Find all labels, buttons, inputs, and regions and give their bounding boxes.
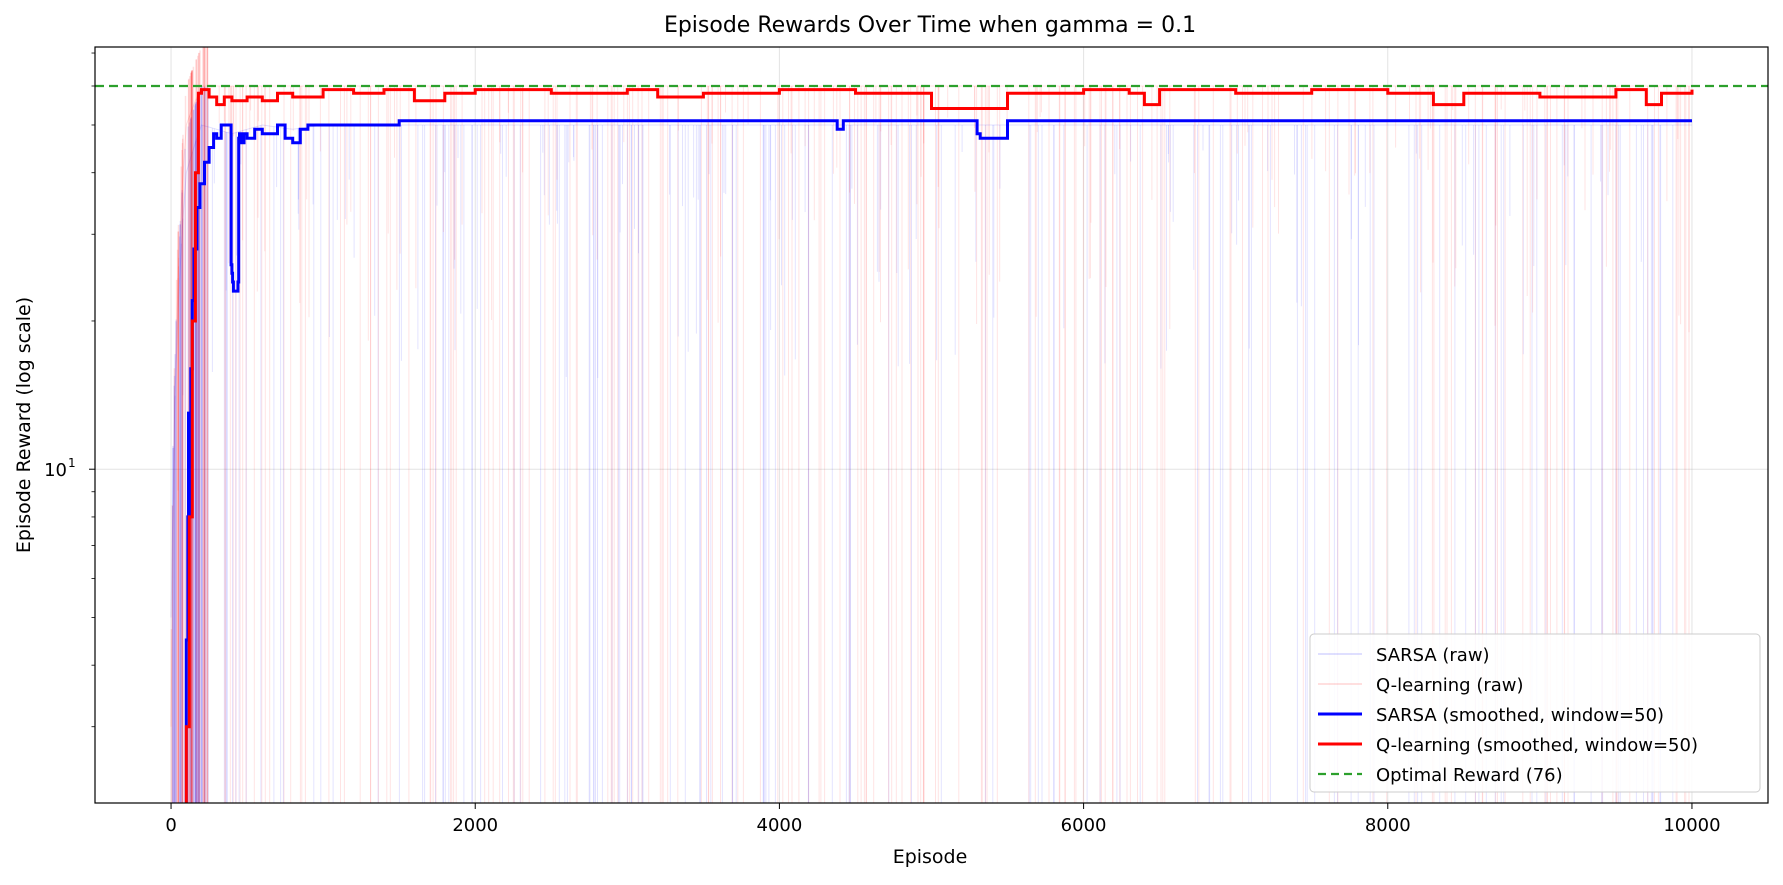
x-tick-label: 8000 <box>1365 815 1411 836</box>
axes <box>89 46 1769 809</box>
y-tick-label: 10 <box>44 460 67 481</box>
raw-line <box>170 124 1692 618</box>
x-tick-label: 0 <box>165 815 176 836</box>
legend-label: Optimal Reward (76) <box>1376 765 1563 786</box>
x-tick-label: 2000 <box>452 815 498 836</box>
y-tick-exponent: 1 <box>68 456 76 470</box>
legend-label: SARSA (smoothed, window=50) <box>1376 705 1664 726</box>
x-tick-label: 6000 <box>1061 815 1107 836</box>
legend-box <box>1309 633 1761 793</box>
x-tick-label: 10000 <box>1663 815 1720 836</box>
raw-series-layer <box>170 47 1692 803</box>
x-tick-label: 4000 <box>757 815 803 836</box>
legend: SARSA (raw) Q-learning (raw) SARSA (smooth… <box>1309 633 1761 793</box>
q-learning-smoothed-line <box>184 88 1694 803</box>
chart-title: Episode Rewards Over Time when gamma = 0… <box>664 13 1196 38</box>
plot-frame <box>94 46 1769 804</box>
x-axis-label: Episode <box>893 846 968 868</box>
legend-label: SARSA (raw) <box>1376 645 1490 666</box>
legend-label: Q-learning (raw) <box>1376 675 1524 696</box>
tick-labels: 0 2000 4000 6000 8000 10000 10 1 <box>44 456 1720 836</box>
raw-series-sarsa <box>170 86 1692 803</box>
y-axis-label: Episode Reward (log scale) <box>13 297 35 553</box>
legend-label: Q-learning (smoothed, window=50) <box>1376 735 1698 756</box>
smoothed-series-layer <box>95 84 1768 803</box>
gridlines <box>95 47 1768 803</box>
